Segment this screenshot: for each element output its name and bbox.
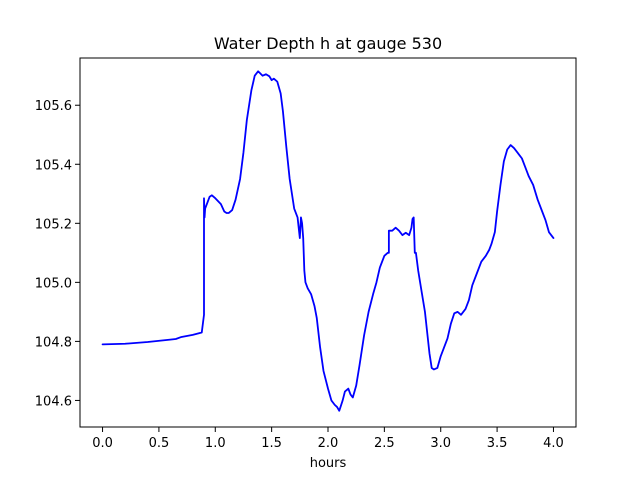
- chart-title: Water Depth h at gauge 530: [214, 34, 442, 53]
- x-tick-label: 1.5: [261, 436, 282, 451]
- y-tick-label: 104.6: [35, 394, 72, 409]
- x-tick-label: 0.0: [92, 436, 113, 451]
- y-tick-label: 105.6: [35, 99, 72, 114]
- axis-ticks: 0.0 0.5 1.0 1.5 2.0 2.5 3.0 3.5 4.0 104.6 104.8 105…: [35, 99, 564, 451]
- plot-frame: [79, 57, 577, 428]
- x-tick-label: 2.5: [374, 436, 395, 451]
- x-axis-label: hours: [310, 456, 347, 471]
- x-tick-label: 4.0: [543, 436, 564, 451]
- x-tick-label: 1.0: [205, 436, 226, 451]
- y-tick-label: 105.0: [35, 276, 72, 291]
- x-tick-label: 3.5: [487, 436, 508, 451]
- y-tick-label: 104.8: [35, 335, 72, 350]
- y-tick-label: 105.4: [35, 158, 72, 173]
- x-tick-label: 2.0: [318, 436, 339, 451]
- y-tick-label: 105.2: [35, 217, 72, 232]
- water-depth-line: [101, 70, 555, 412]
- x-tick-label: 3.0: [430, 436, 451, 451]
- x-tick-label: 0.5: [149, 436, 170, 451]
